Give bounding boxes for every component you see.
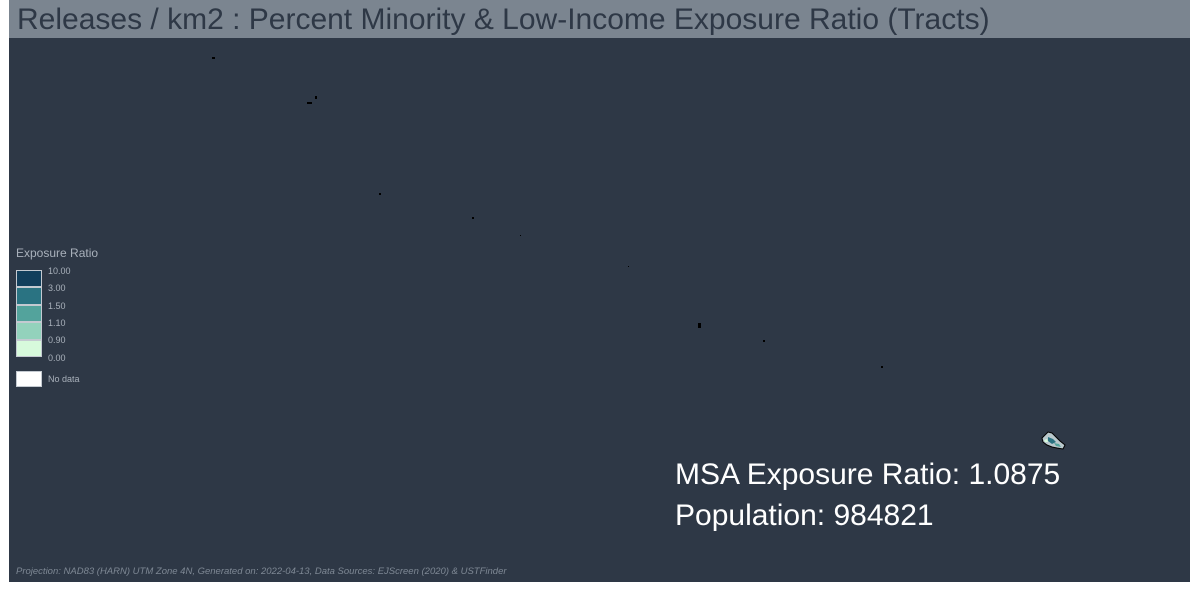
legend-break-label: 10.00 (48, 266, 71, 276)
island-speck (628, 266, 629, 267)
population: Population: 984821 (675, 499, 934, 532)
legend-swatch (16, 339, 42, 357)
island-speck (698, 323, 701, 328)
msa-exposure-ratio: MSA Exposure Ratio: 1.0875 (675, 458, 1061, 491)
island-speck (379, 193, 381, 195)
map-title: Releases / km2 : Percent Minority & Low-… (17, 3, 990, 36)
island-speck (315, 96, 317, 99)
map-features (9, 0, 1190, 582)
legend-swatch (16, 287, 42, 305)
island-speck (307, 102, 312, 104)
legend-swatch (16, 270, 42, 288)
island-speck (763, 340, 765, 342)
legend-break-label: 1.50 (48, 301, 66, 311)
legend: Exposure Ratio 10.00 3.00 1.50 1.10 0.90… (16, 246, 99, 387)
stats-box: MSA Exposure Ratio: 1.0875 Population: 9… (675, 454, 1060, 536)
map-frame: Releases / km2 : Percent Minority & Low-… (9, 0, 1190, 582)
legend-swatches (16, 270, 42, 357)
island-speck (212, 57, 215, 59)
legend-swatch (16, 322, 42, 340)
island-speck (472, 217, 474, 219)
legend-swatch (16, 304, 42, 323)
legend-no-data-swatch (16, 371, 42, 387)
island-oahu-shape (1041, 431, 1066, 450)
island-speck (881, 366, 883, 368)
legend-title: Exposure Ratio (16, 246, 99, 260)
legend-no-data-label: No data (48, 374, 80, 384)
title-bar: Releases / km2 : Percent Minority & Low-… (9, 0, 1190, 38)
legend-break-label: 1.10 (48, 318, 66, 328)
footer-credits: Projection: NAD83 (HARN) UTM Zone 4N, Ge… (16, 566, 507, 577)
legend-break-label: 0.00 (48, 353, 66, 363)
legend-break-label: 0.90 (48, 335, 66, 345)
legend-break-label: 3.00 (48, 283, 66, 293)
island-speck (520, 235, 521, 236)
